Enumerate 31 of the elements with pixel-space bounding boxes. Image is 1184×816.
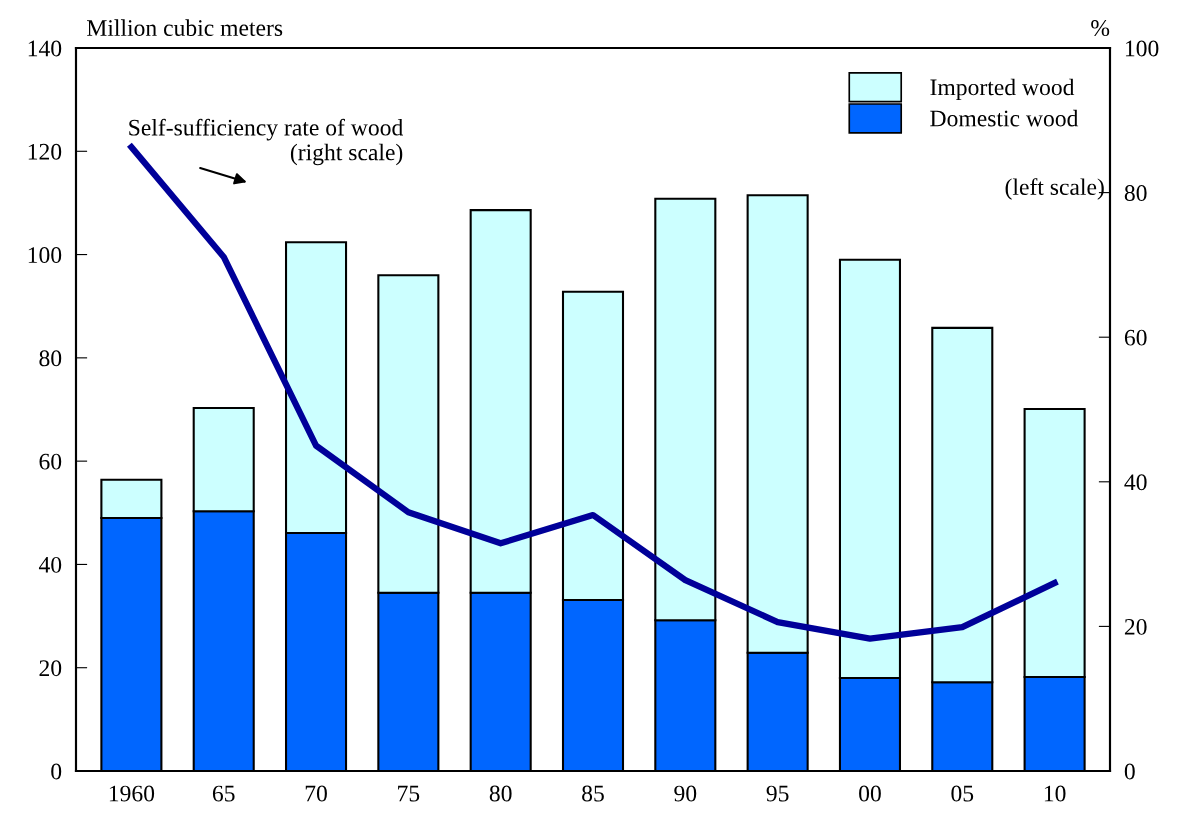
- x-tick-label: 70: [305, 785, 327, 802]
- y-tick-label: 0: [51, 763, 62, 780]
- y2-tick-label: 40: [1124, 474, 1147, 491]
- x-tick-label: 00: [859, 785, 881, 802]
- annotation: Self-sufficiency rate of wood (right scale): [129, 118, 404, 166]
- legend-label: Domestic wood: [930, 109, 1079, 127]
- legend-label: Imported wood: [930, 78, 1075, 101]
- x-tick-label: 90: [674, 785, 697, 802]
- y-axis-title: Million cubic meters: [87, 19, 283, 36]
- y-tick-label: 120: [28, 143, 62, 160]
- x-tick-label: 75: [398, 785, 420, 802]
- y2-tick-label: 80: [1124, 185, 1147, 202]
- x-tick-label: 10: [1044, 785, 1066, 802]
- y-tick-label: 20: [39, 660, 62, 677]
- x-tick-label: 95: [766, 785, 789, 802]
- y-tick-label: 80: [39, 350, 62, 367]
- y-tick-label: 60: [39, 453, 62, 470]
- y-tick-label: 140: [28, 40, 62, 57]
- y2-tick-label: 60: [1124, 329, 1147, 346]
- y-tick-label: 100: [28, 247, 62, 263]
- x-tick-label: 65: [212, 785, 235, 802]
- x-tick-label: 05: [951, 785, 974, 802]
- x-tick-label: 80: [489, 785, 512, 802]
- y2-tick-label: 20: [1124, 618, 1147, 635]
- x-tick-label: 1960: [109, 785, 155, 802]
- y2-tick-label: 100: [1125, 40, 1159, 57]
- y2-tick-label: 0: [1124, 763, 1135, 780]
- annotation: (left scale): [1005, 178, 1104, 200]
- y2-axis-title: %: [1091, 20, 1110, 37]
- y-tick-label: 40: [38, 556, 62, 573]
- x-tick-label: 85: [582, 785, 604, 802]
